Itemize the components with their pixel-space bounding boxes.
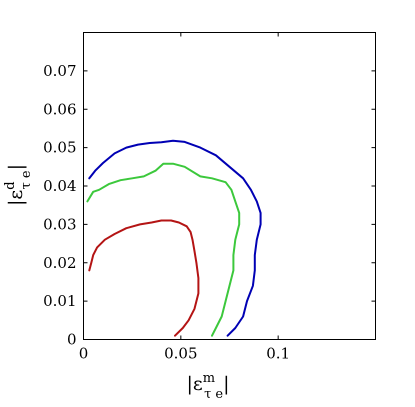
y-tick-label: 0.03 [43, 215, 76, 233]
x-axis-label-sub: τ e [204, 387, 223, 402]
tick-labels: 0 0.01 0.02 0.03 0.04 0.05 0.06 0.07 0 0.05 0.1 [43, 62, 290, 363]
y-tick-label: 0.02 [43, 254, 76, 272]
y-axis-label-sup: d [3, 181, 18, 189]
y-tick-label: 0.01 [43, 292, 76, 310]
ticks [83, 32, 376, 340]
y-tick-label: 0.04 [43, 177, 76, 195]
series-line-2 [86, 162, 241, 337]
y-tick-label: 0.05 [43, 139, 76, 157]
curves [86, 139, 262, 337]
x-tick-label: 0.05 [164, 345, 197, 363]
series-line-1 [88, 139, 262, 337]
y-axis-label-sub: τ e [19, 170, 34, 189]
y-axis-label-base: |ε [5, 190, 27, 206]
y-tick-label: 0 [67, 331, 77, 349]
x-axis-label-base: |ε [186, 373, 202, 395]
x-axis-label-sup: m [203, 371, 215, 386]
x-tick-label: 0.1 [266, 345, 290, 363]
series-line-3 [88, 219, 200, 337]
y-tick-label: 0.06 [43, 100, 76, 118]
y-axis-label: |εdτ e| [3, 164, 34, 206]
x-tick-label: 0 [79, 345, 89, 363]
x-axis-label-close: | [223, 373, 229, 395]
x-axis-label: |εm τ e| [186, 371, 229, 402]
y-tick-label: 0.07 [43, 62, 76, 80]
y-axis-label-close: | [5, 164, 27, 170]
